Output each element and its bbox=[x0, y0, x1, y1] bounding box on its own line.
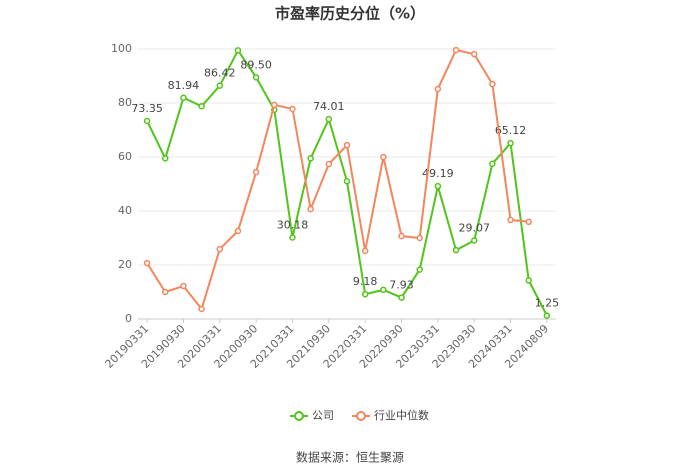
data-point bbox=[289, 234, 296, 241]
y-tick-label: 20 bbox=[118, 258, 132, 271]
legend-label: 公司 bbox=[312, 409, 334, 422]
data-point bbox=[180, 282, 187, 290]
data-label: 7.93 bbox=[389, 279, 414, 292]
data-point bbox=[325, 115, 333, 123]
y-tick-label: 40 bbox=[118, 204, 132, 217]
y-tick-label: 80 bbox=[118, 96, 132, 109]
data-label: 29.07 bbox=[458, 222, 490, 235]
data-point bbox=[162, 288, 169, 296]
data-point bbox=[180, 94, 187, 102]
y-tick-label: 60 bbox=[118, 150, 132, 163]
data-label: 49.19 bbox=[422, 167, 454, 180]
data-point bbox=[307, 155, 314, 162]
data-point bbox=[361, 247, 369, 255]
data-label: 86.42 bbox=[204, 67, 236, 80]
data-point bbox=[271, 101, 278, 109]
data-point bbox=[289, 105, 296, 113]
data-point bbox=[198, 102, 205, 110]
data-point bbox=[216, 82, 224, 89]
data-point bbox=[143, 117, 151, 125]
data-point bbox=[234, 227, 242, 235]
data-point bbox=[325, 160, 333, 168]
data-point bbox=[452, 246, 460, 254]
data-point bbox=[525, 277, 532, 284]
data-point bbox=[434, 182, 442, 190]
data-label: 81.94 bbox=[168, 79, 200, 92]
legend-label: 行业中位数 bbox=[374, 408, 429, 422]
data-label: 89.50 bbox=[240, 58, 272, 71]
data-point bbox=[470, 50, 478, 58]
data-point bbox=[525, 218, 532, 226]
data-point bbox=[143, 259, 151, 267]
data-point bbox=[398, 294, 405, 301]
data-label: 65.12 bbox=[495, 124, 527, 137]
data-label: 9.18 bbox=[353, 275, 378, 288]
data-point bbox=[380, 153, 387, 161]
data-point bbox=[162, 155, 169, 162]
data-point bbox=[343, 141, 351, 149]
data-point bbox=[489, 80, 496, 88]
data-point bbox=[361, 290, 369, 298]
legend-marker bbox=[294, 411, 304, 421]
data-point bbox=[198, 305, 205, 313]
source: 数据来源：恒生聚源 bbox=[296, 450, 404, 465]
data-point bbox=[252, 74, 260, 81]
data-point bbox=[507, 139, 514, 147]
data-point bbox=[216, 245, 224, 253]
data-point bbox=[380, 286, 387, 294]
data-point bbox=[252, 168, 260, 176]
data-label: 30.18 bbox=[277, 219, 309, 232]
data-label: 1.25 bbox=[535, 297, 560, 310]
data-label: 74.01 bbox=[313, 100, 345, 113]
data-label: 73.35 bbox=[131, 102, 163, 115]
legend-marker bbox=[356, 411, 366, 421]
data-point bbox=[489, 160, 496, 167]
data-point bbox=[470, 237, 478, 244]
data-point bbox=[343, 178, 351, 185]
data-point bbox=[234, 47, 242, 54]
data-point bbox=[507, 216, 514, 224]
y-tick-label: 0 bbox=[125, 312, 132, 325]
data-point bbox=[398, 232, 405, 240]
chart-title: 市盈率历史分位（%） bbox=[275, 5, 425, 23]
data-point bbox=[543, 312, 551, 319]
y-tick-label: 100 bbox=[111, 42, 132, 55]
data-point bbox=[307, 205, 314, 213]
series-line bbox=[146, 48, 529, 312]
data-point bbox=[416, 234, 423, 242]
data-point bbox=[452, 46, 460, 54]
data-point bbox=[434, 85, 442, 93]
data-point bbox=[416, 266, 423, 273]
